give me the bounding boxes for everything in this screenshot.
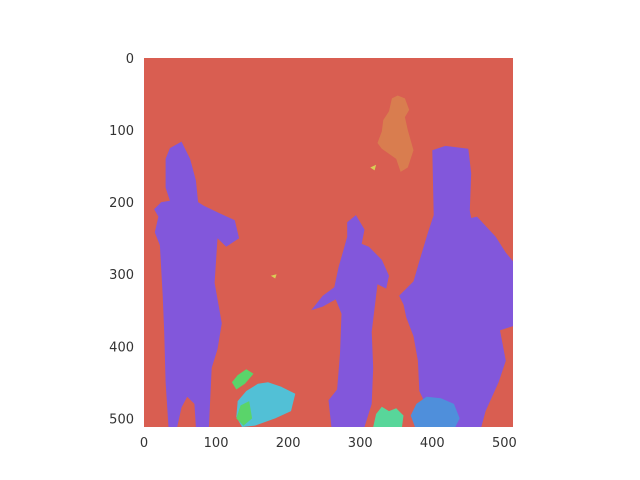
x-tick-label: 400 <box>420 436 445 451</box>
segment-regions <box>154 95 513 427</box>
segment-person-1 <box>311 215 389 427</box>
x-tick-label: 0 <box>140 436 148 451</box>
segment-object-yellow-10 <box>270 274 277 279</box>
x-tick-label: 200 <box>276 436 301 451</box>
x-tick-label: 500 <box>492 436 517 451</box>
segment-upper-figure-3 <box>377 95 414 172</box>
segment-object-mint-8 <box>373 406 404 427</box>
y-tick-label: 400 <box>109 340 134 355</box>
y-tick-label: 300 <box>109 268 134 283</box>
segment-person-2 <box>399 145 513 427</box>
plot-area <box>144 58 513 427</box>
segment-object-green-6 <box>236 401 253 426</box>
y-tick-label: 500 <box>109 412 134 427</box>
x-tick-label: 100 <box>204 436 229 451</box>
y-tick-label: 100 <box>109 124 134 139</box>
segment-object-yellow-9 <box>370 164 377 171</box>
y-tick-label: 0 <box>126 52 134 67</box>
y-tick-label: 200 <box>109 196 134 211</box>
x-tick-label: 300 <box>348 436 373 451</box>
segment-object-green-5 <box>231 369 254 390</box>
segment-person-0 <box>154 141 240 427</box>
y-axis: 0 100 200 300 400 500 <box>109 52 134 427</box>
x-axis: 0 100 200 300 400 500 <box>140 436 517 451</box>
segment-object-blue-7 <box>410 396 460 427</box>
